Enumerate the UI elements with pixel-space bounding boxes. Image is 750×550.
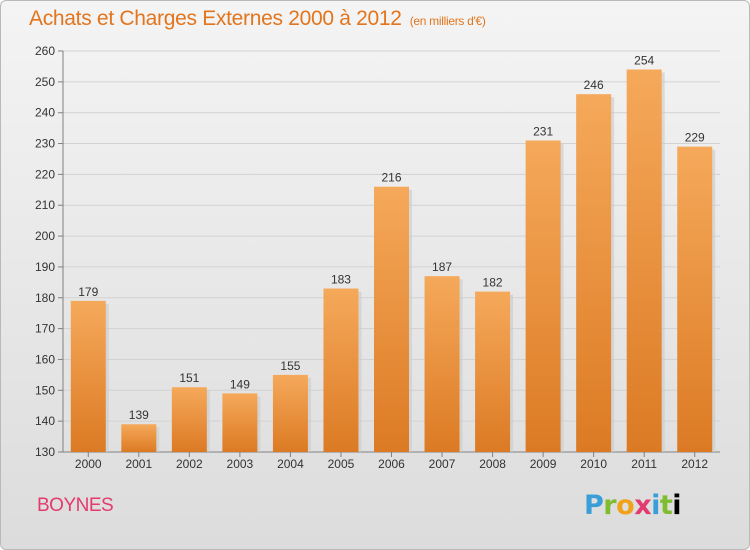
title-text: Achats et Charges Externes 2000 à 2012 <box>29 7 402 30</box>
x-tick-label: 2010 <box>580 457 607 471</box>
data-label: 139 <box>129 408 149 422</box>
x-tick-label: 2003 <box>227 457 254 471</box>
x-tick-label: 2004 <box>277 457 304 471</box>
y-tick-label: 150 <box>35 383 55 397</box>
data-label: 182 <box>483 276 503 290</box>
data-label: 187 <box>432 260 452 274</box>
x-tick-label: 2012 <box>681 457 708 471</box>
y-tick-label: 190 <box>35 260 55 274</box>
bar <box>323 288 359 452</box>
chart-title: Achats et Charges Externes 2000 à 2012 (e… <box>29 7 486 31</box>
bar <box>424 276 460 452</box>
y-tick-label: 140 <box>35 414 55 428</box>
y-tick-label: 200 <box>35 229 55 243</box>
y-tick-label: 180 <box>35 291 55 305</box>
labels: 130 140 150 160 170 180 190 200 210 220 230 240 250 2… <box>35 44 708 471</box>
data-label: 254 <box>634 54 654 68</box>
logo-letter: o <box>616 490 635 521</box>
bar <box>677 146 713 452</box>
data-label: 246 <box>584 78 604 92</box>
data-label: 231 <box>533 124 553 138</box>
x-tick-label: 2002 <box>176 457 203 471</box>
data-label: 155 <box>280 359 300 373</box>
data-label: 229 <box>685 131 705 145</box>
x-tick-label: 2005 <box>328 457 355 471</box>
x-tick-label: 2001 <box>125 457 152 471</box>
data-label: 183 <box>331 273 351 287</box>
x-tick-label: 2006 <box>378 457 405 471</box>
logo-letter: r <box>603 490 617 521</box>
logo-letter: x <box>634 490 652 521</box>
logo-letter: i <box>651 490 660 521</box>
x-tick-label: 2007 <box>429 457 456 471</box>
y-tick-label: 170 <box>35 322 55 336</box>
bars <box>70 69 716 452</box>
data-label: 149 <box>230 377 250 391</box>
data-label: 179 <box>78 285 98 299</box>
bar <box>626 69 662 452</box>
bar <box>222 393 258 452</box>
data-label: 216 <box>381 171 401 185</box>
y-tick-label: 250 <box>35 75 55 89</box>
bar <box>525 140 561 452</box>
proxiti-logo: Proxiti <box>584 490 682 521</box>
bar <box>576 94 612 452</box>
bar <box>475 291 511 452</box>
bar <box>121 424 157 452</box>
y-tick-label: 260 <box>35 44 55 58</box>
x-tick-label: 2008 <box>479 457 506 471</box>
y-tick-label: 220 <box>35 167 55 181</box>
y-tick-label: 160 <box>35 352 55 366</box>
data-label: 151 <box>179 371 199 385</box>
y-tick-label: 230 <box>35 137 55 151</box>
bar <box>70 300 106 452</box>
logo-letter: i <box>672 490 682 521</box>
bar <box>272 374 308 452</box>
y-tick-label: 210 <box>35 198 55 212</box>
x-tick-label: 2009 <box>530 457 557 471</box>
logo-letter: t <box>659 490 673 521</box>
unit-label: (en milliers d'€) <box>409 14 486 28</box>
y-tick-label: 130 <box>35 445 55 459</box>
x-tick-label: 2011 <box>631 457 657 471</box>
bar <box>171 387 207 452</box>
place-name: BOYNES <box>37 495 114 516</box>
logo-letter: P <box>584 490 604 521</box>
y-tick-label: 240 <box>35 106 55 120</box>
x-tick-label: 2000 <box>75 457 102 471</box>
bar <box>374 186 409 452</box>
